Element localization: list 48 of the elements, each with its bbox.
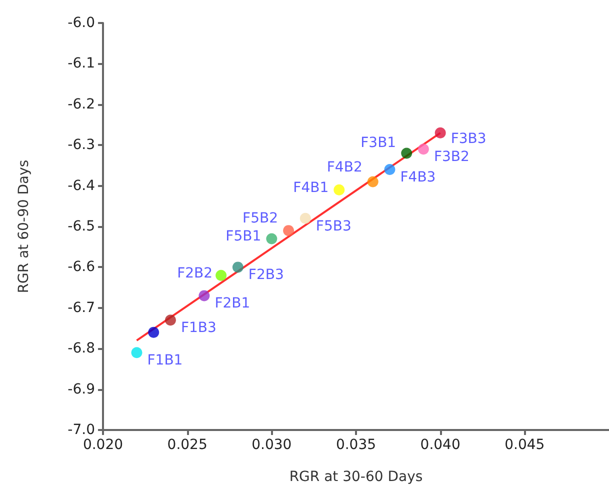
series-label: F4B1 <box>293 180 329 196</box>
point <box>232 262 244 273</box>
y-tick-label: -6.2 <box>68 96 95 112</box>
point <box>148 326 160 338</box>
series-label: F5B2 <box>242 210 278 227</box>
point <box>283 225 294 236</box>
x-tick-label: 0.045 <box>504 437 545 453</box>
point <box>384 164 396 176</box>
point <box>418 144 429 155</box>
y-tick-label: -6.1 <box>68 56 95 72</box>
series-label: F5B1 <box>226 228 262 245</box>
x-tick-label: 0.020 <box>82 437 124 453</box>
point <box>401 148 412 159</box>
point <box>367 176 378 188</box>
y-tick-label: -6.5 <box>68 218 95 234</box>
point <box>131 347 142 358</box>
series-label: F2B3 <box>248 267 284 284</box>
point <box>434 127 446 138</box>
y-tick-label: -6.8 <box>68 340 95 357</box>
series-label: F2B1 <box>214 296 250 312</box>
x-tick-label: 0.035 <box>336 437 376 453</box>
x-tick-label: 0.025 <box>167 437 208 453</box>
x-tick-label: 0.030 <box>252 437 292 453</box>
point <box>334 184 345 196</box>
y-tick-label: -7.0 <box>68 422 95 438</box>
y-tick-label: -6.9 <box>68 381 95 398</box>
point <box>266 233 278 244</box>
x-axis-title: RGR at 30-60 Days <box>289 469 423 485</box>
y-tick-label: -6.3 <box>68 137 95 154</box>
y-tick-label: -6.7 <box>68 300 95 316</box>
series-label: F4B3 <box>400 170 436 186</box>
point <box>198 290 210 302</box>
series-label: F1B3 <box>180 320 216 336</box>
x-tick-label: 0.040 <box>420 437 460 453</box>
series-label: F3B2 <box>434 149 470 166</box>
y-tick-label: -6.4 <box>68 178 96 194</box>
series-label: F3B1 <box>360 135 396 152</box>
series-label: F1B1 <box>147 352 183 369</box>
series-label: F5B3 <box>316 218 352 234</box>
point <box>216 270 227 281</box>
point <box>300 212 311 224</box>
y-axis-title: RGR at 60-90 Days <box>16 160 32 294</box>
y-tick-label: -6.6 <box>68 259 96 276</box>
series-label: F3B3 <box>450 130 486 147</box>
y-tick-label: -6.0 <box>68 15 95 31</box>
series-label: F2B2 <box>177 265 213 282</box>
point <box>164 314 176 326</box>
series-label: F4B2 <box>326 160 362 176</box>
